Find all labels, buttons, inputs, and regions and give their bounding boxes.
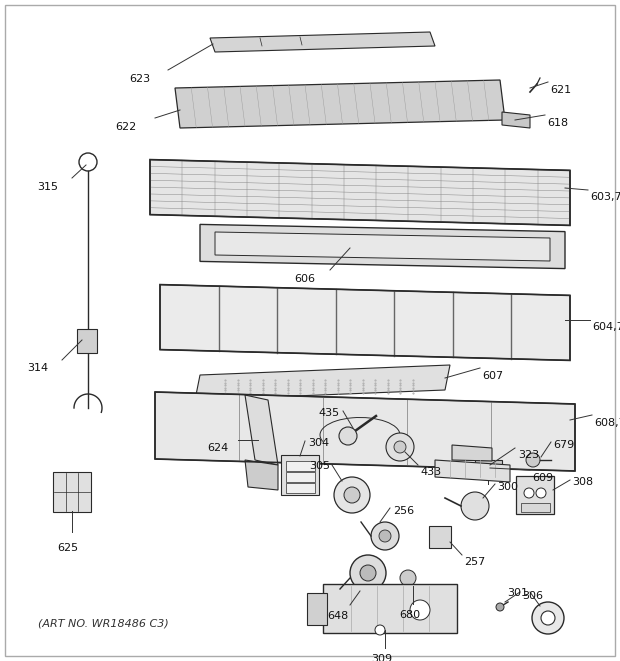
Text: 618: 618 xyxy=(547,118,568,128)
Text: 301: 301 xyxy=(507,588,528,598)
Text: 323: 323 xyxy=(518,450,539,460)
FancyBboxPatch shape xyxy=(285,461,314,471)
Text: 305: 305 xyxy=(309,461,330,471)
FancyBboxPatch shape xyxy=(516,476,554,514)
Text: 257: 257 xyxy=(464,557,485,567)
Text: 308: 308 xyxy=(572,477,593,487)
Text: 603,762: 603,762 xyxy=(590,192,620,202)
Text: 607: 607 xyxy=(482,371,503,381)
Text: 315: 315 xyxy=(37,182,58,192)
Text: 435: 435 xyxy=(319,408,340,418)
Text: 621: 621 xyxy=(550,85,571,95)
Circle shape xyxy=(379,530,391,542)
Text: 604,762: 604,762 xyxy=(592,322,620,332)
FancyBboxPatch shape xyxy=(429,526,451,548)
Circle shape xyxy=(386,433,414,461)
Polygon shape xyxy=(195,365,450,400)
Circle shape xyxy=(339,427,357,445)
Text: 623: 623 xyxy=(129,74,150,84)
Text: (ART NO. WR18486 C3): (ART NO. WR18486 C3) xyxy=(38,618,169,628)
Circle shape xyxy=(394,441,406,453)
FancyBboxPatch shape xyxy=(323,584,457,633)
Circle shape xyxy=(532,602,564,634)
FancyBboxPatch shape xyxy=(521,502,549,512)
Polygon shape xyxy=(502,112,530,128)
Text: 306: 306 xyxy=(522,591,543,601)
Polygon shape xyxy=(452,445,492,461)
Circle shape xyxy=(400,570,416,586)
FancyBboxPatch shape xyxy=(53,472,91,512)
Text: 314: 314 xyxy=(27,363,48,373)
FancyBboxPatch shape xyxy=(77,329,97,353)
Circle shape xyxy=(334,477,370,513)
Text: 648: 648 xyxy=(327,611,348,621)
Text: 680: 680 xyxy=(399,610,420,620)
Circle shape xyxy=(496,603,504,611)
Text: 624: 624 xyxy=(206,443,228,453)
Circle shape xyxy=(536,488,546,498)
FancyBboxPatch shape xyxy=(285,471,314,481)
FancyBboxPatch shape xyxy=(307,593,327,625)
Circle shape xyxy=(410,600,430,620)
Polygon shape xyxy=(155,392,575,471)
Text: 256: 256 xyxy=(393,506,414,516)
Text: 309: 309 xyxy=(371,654,392,661)
Text: eReplacementParts.com: eReplacementParts.com xyxy=(225,303,395,317)
Circle shape xyxy=(375,625,385,635)
Text: 625: 625 xyxy=(58,543,79,553)
Circle shape xyxy=(524,488,534,498)
Circle shape xyxy=(350,555,386,591)
Polygon shape xyxy=(210,32,435,52)
FancyBboxPatch shape xyxy=(285,483,314,492)
Polygon shape xyxy=(245,460,278,490)
Text: 300: 300 xyxy=(497,482,518,492)
Polygon shape xyxy=(175,80,505,128)
FancyBboxPatch shape xyxy=(281,455,319,495)
Text: 608,762: 608,762 xyxy=(594,418,620,428)
Polygon shape xyxy=(215,232,550,261)
Circle shape xyxy=(371,522,399,550)
Text: 622: 622 xyxy=(115,122,136,132)
Polygon shape xyxy=(150,159,570,225)
Circle shape xyxy=(526,453,540,467)
Text: 679: 679 xyxy=(553,440,574,450)
Text: 609: 609 xyxy=(532,473,553,483)
Circle shape xyxy=(344,487,360,503)
Polygon shape xyxy=(475,460,502,476)
Text: 606: 606 xyxy=(294,274,315,284)
Polygon shape xyxy=(435,460,510,482)
Text: 433: 433 xyxy=(420,467,441,477)
Polygon shape xyxy=(160,285,570,360)
Polygon shape xyxy=(245,395,278,465)
Circle shape xyxy=(541,611,555,625)
Circle shape xyxy=(360,565,376,581)
Polygon shape xyxy=(200,224,565,268)
Text: 304: 304 xyxy=(308,438,329,448)
Circle shape xyxy=(461,492,489,520)
